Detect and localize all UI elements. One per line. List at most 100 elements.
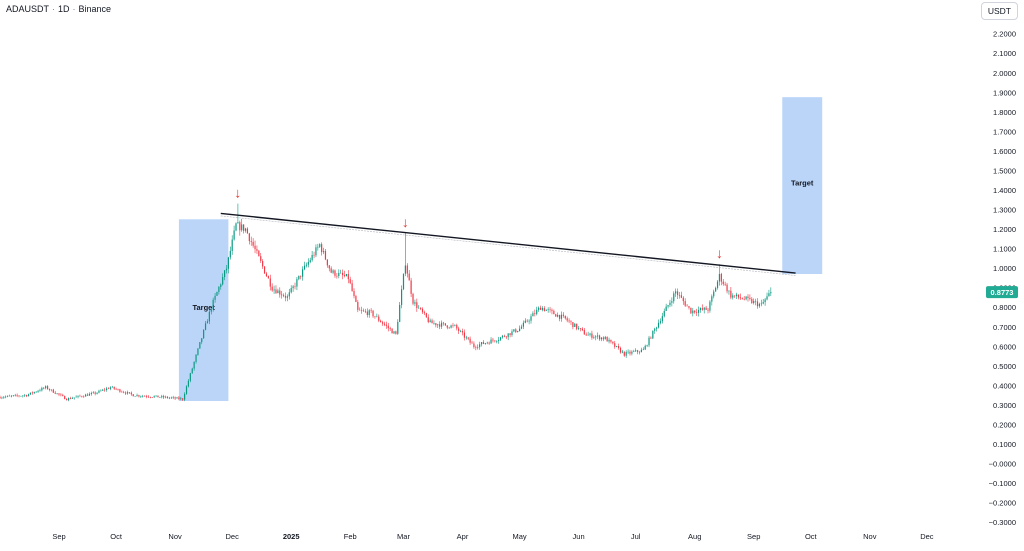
candle-body — [195, 354, 197, 362]
candle-body — [309, 260, 311, 263]
candle-body — [499, 337, 502, 340]
resistance-trendline[interactable] — [220, 212, 796, 274]
candle-body — [387, 325, 389, 329]
candle-body — [608, 339, 610, 342]
candle-body — [233, 230, 235, 240]
candle-body — [458, 328, 460, 332]
down-arrow-icon: ↓ — [402, 214, 409, 230]
candle-body — [92, 392, 94, 394]
candle-body — [86, 394, 89, 396]
candle-body — [45, 386, 47, 389]
candle-body — [671, 301, 673, 303]
candle-body — [286, 296, 288, 298]
exchange-label: Binance — [78, 4, 112, 14]
candle-body — [560, 314, 563, 319]
y-tick-label: 1.0000 — [993, 264, 1016, 273]
candle-body — [726, 284, 728, 292]
candle-body — [520, 326, 523, 329]
x-tick-label: Sep — [52, 532, 65, 541]
candle-body — [250, 241, 252, 242]
candle-body — [153, 396, 155, 398]
candle-body — [423, 312, 426, 314]
candle-body — [480, 342, 483, 345]
candle-body — [543, 308, 545, 311]
candle-body — [509, 333, 511, 336]
x-tick-label: Oct — [110, 532, 123, 541]
candle-body — [262, 260, 264, 267]
candle-body — [345, 274, 347, 277]
currency-button[interactable]: USDT — [980, 2, 1018, 20]
candle-body — [263, 266, 266, 274]
candle-body — [587, 334, 589, 336]
x-tick-label: Dec — [920, 532, 934, 541]
candle-body — [612, 341, 614, 344]
candle-body — [743, 299, 745, 300]
candle-body — [145, 396, 148, 397]
candle-body — [528, 320, 530, 322]
candle-body — [8, 395, 11, 397]
candle-body — [288, 292, 290, 297]
candle-body — [400, 289, 403, 305]
candle-body — [10, 395, 13, 397]
candle-body — [39, 390, 41, 391]
candle-body — [355, 296, 357, 302]
candle-body — [161, 396, 163, 398]
candle-body — [553, 310, 555, 315]
candle-body — [67, 398, 70, 401]
candle-body — [102, 389, 104, 391]
candle-body — [692, 310, 694, 314]
y-tick-label: 0.6000 — [993, 342, 1016, 351]
candle-body — [696, 312, 698, 313]
candle-body — [610, 339, 612, 342]
candle-body — [231, 239, 233, 251]
candle-body — [271, 286, 273, 291]
candle-body — [593, 337, 595, 338]
x-tick-label: Apr — [457, 532, 469, 541]
candle-body — [656, 327, 658, 329]
price-axis-bg[interactable] — [984, 0, 1024, 546]
candle-body — [239, 222, 241, 231]
symbol-title[interactable]: ADAUSDT · 1D · Binance — [6, 4, 111, 14]
candle-body — [663, 310, 665, 317]
candle-body — [1, 397, 3, 399]
candle-body — [370, 310, 372, 311]
candle-body — [498, 339, 500, 342]
candle-body — [244, 228, 247, 231]
candle-body — [54, 392, 56, 394]
candle-body — [724, 283, 726, 285]
candle-body — [459, 330, 462, 332]
candle-body — [536, 309, 538, 314]
candle-body — [642, 349, 644, 351]
y-tick-label: −0.3000 — [989, 518, 1016, 527]
candle-body — [595, 336, 597, 338]
candle-body — [46, 386, 49, 390]
candle-body — [381, 322, 384, 324]
candle-body — [515, 329, 517, 333]
candle-body — [191, 368, 193, 374]
candle-body — [273, 289, 275, 291]
candle-body — [585, 334, 587, 336]
candle-body — [659, 321, 662, 323]
candle-body — [237, 222, 239, 224]
candle-body — [425, 313, 427, 318]
candle-body — [534, 313, 536, 314]
candle-body — [294, 286, 296, 287]
x-tick-label: Feb — [344, 532, 357, 541]
candle-body — [680, 295, 682, 298]
candle-body — [473, 343, 475, 348]
candle-body — [144, 395, 146, 397]
interval-label: 1D — [58, 4, 70, 14]
candle-body — [330, 268, 332, 273]
candle-body — [0, 397, 1, 399]
candle-body — [48, 389, 51, 390]
candle-body — [638, 351, 641, 353]
candle-body — [577, 328, 580, 329]
candle-body — [665, 306, 667, 311]
candle-body — [357, 301, 359, 310]
y-tick-label: 0.8000 — [993, 303, 1016, 312]
candle-body — [29, 392, 32, 395]
candle-body — [349, 279, 351, 284]
candle-body — [260, 256, 262, 261]
